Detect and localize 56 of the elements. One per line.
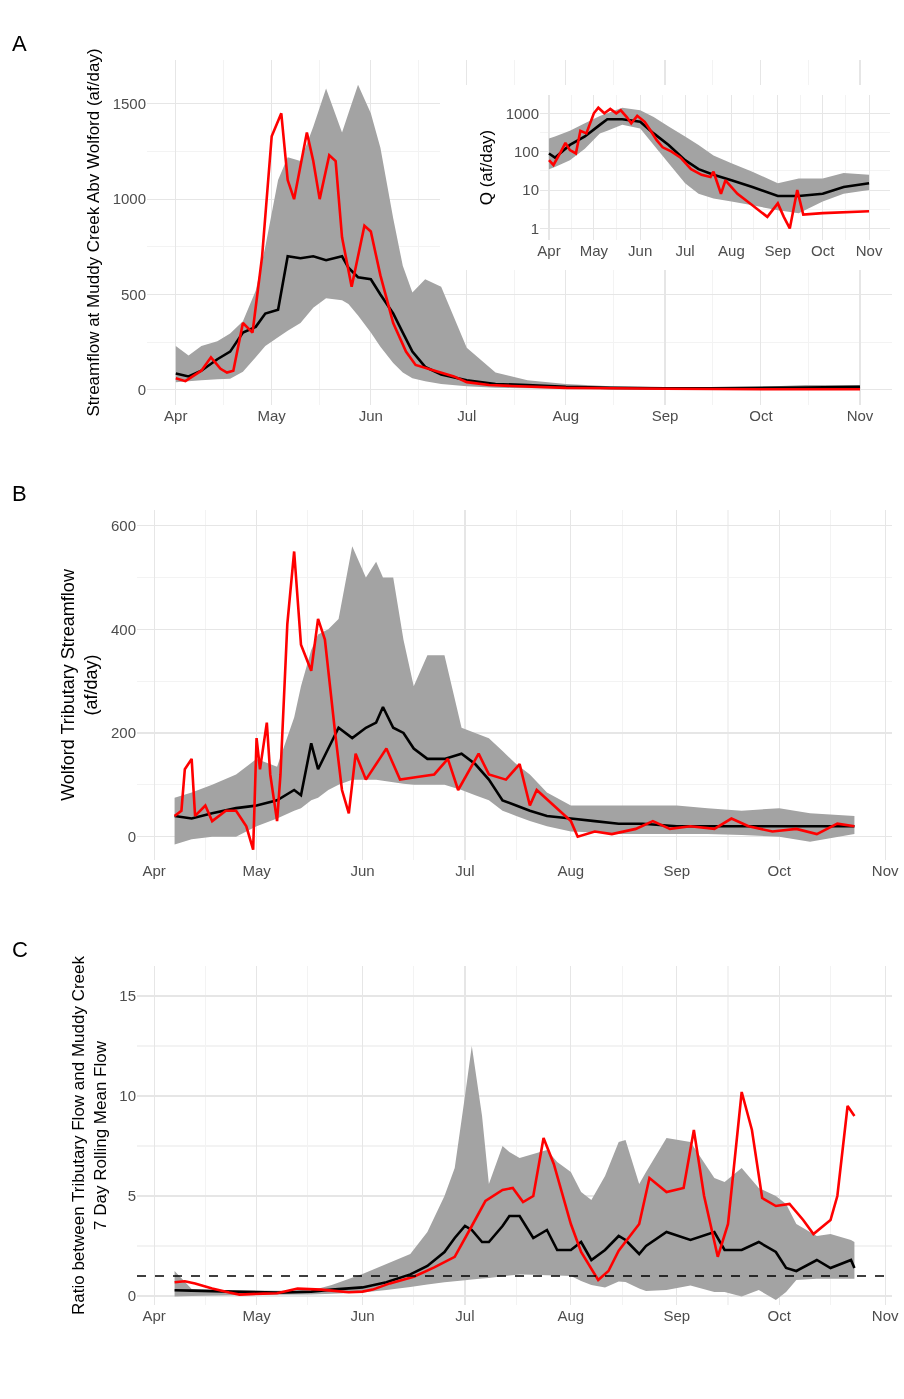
y-tick-label: 15 (119, 987, 136, 1005)
y-tick-label: 500 (120, 285, 146, 303)
x-tick-label: Aug (557, 862, 585, 879)
x-tick-label: Nov (871, 1307, 899, 1324)
text: A (12, 31, 27, 56)
y-tick-label: 1000 (505, 104, 539, 122)
x-tick-label: Oct (811, 242, 836, 259)
x-tick-label: Apr (537, 242, 561, 259)
y-tick-label: 5 (127, 1187, 136, 1205)
line-series (173, 1090, 856, 1296)
x-tick-label: Oct (767, 1307, 792, 1324)
x-tick-label: Apr (164, 407, 188, 424)
y-tick-label: 0 (127, 827, 136, 845)
x-tick-label: Aug (718, 242, 745, 259)
y-tick-label: 0 (137, 381, 146, 398)
y-tick-label: 400 (110, 620, 136, 638)
y-axis-title: Ratio between Tributary Flow and Muddy Creek 7 Day Rolling Mean Flow (68, 955, 110, 1316)
x-tick-label: Jun (358, 407, 383, 424)
x-tick-label: Jun (350, 862, 375, 879)
x-tick-label: Sep (651, 407, 679, 424)
y-tick-label: 10 (522, 181, 539, 199)
x-tick-label: Oct (767, 862, 792, 879)
x-tick-label: May (242, 862, 272, 879)
y-tick-label: 600 (110, 516, 136, 534)
x-tick-label: Jul (455, 1307, 475, 1324)
x-tick-label: Aug (552, 407, 580, 424)
y-tick-label: 1000 (112, 190, 146, 208)
x-tick-label: Aug (557, 1307, 585, 1324)
x-tick-label: May (257, 407, 287, 424)
y-tick-label: 1 (530, 219, 539, 237)
y-axis-title: Wolford Tributary Streamflow (af/day) (57, 568, 102, 801)
x-tick-label: Nov (846, 407, 874, 424)
x-tick-label: Oct (749, 407, 774, 424)
x-tick-label: May (242, 1307, 272, 1324)
x-tick-label: May (579, 242, 609, 259)
x-tick-label: Apr (142, 862, 166, 879)
x-tick-label: Apr (142, 1307, 166, 1324)
text: C (12, 937, 28, 962)
y-axis-title: Streamflow at Muddy Creek Abv Wolford (af/day) (84, 48, 104, 417)
x-tick-label: Jul (455, 862, 475, 879)
x-tick-label: Sep (663, 862, 691, 879)
x-tick-label: Nov (855, 242, 883, 259)
x-tick-label: Sep (764, 242, 792, 259)
y-tick-label: 10 (119, 1087, 136, 1105)
text: B (12, 481, 27, 506)
x-tick-label: Jul (675, 242, 695, 259)
y-tick-label: 100 (513, 142, 539, 160)
y-axis-title: Q (af/day) (477, 129, 497, 206)
x-tick-label: Nov (871, 862, 899, 879)
y-tick-label: 1500 (112, 95, 146, 113)
x-tick-label: Sep (663, 1307, 691, 1324)
y-tick-label: 0 (127, 1287, 136, 1305)
y-tick-label: 200 (110, 724, 136, 742)
x-tick-label: Jul (457, 407, 477, 424)
x-tick-label: Jun (350, 1307, 375, 1324)
x-tick-label: Jun (628, 242, 653, 259)
